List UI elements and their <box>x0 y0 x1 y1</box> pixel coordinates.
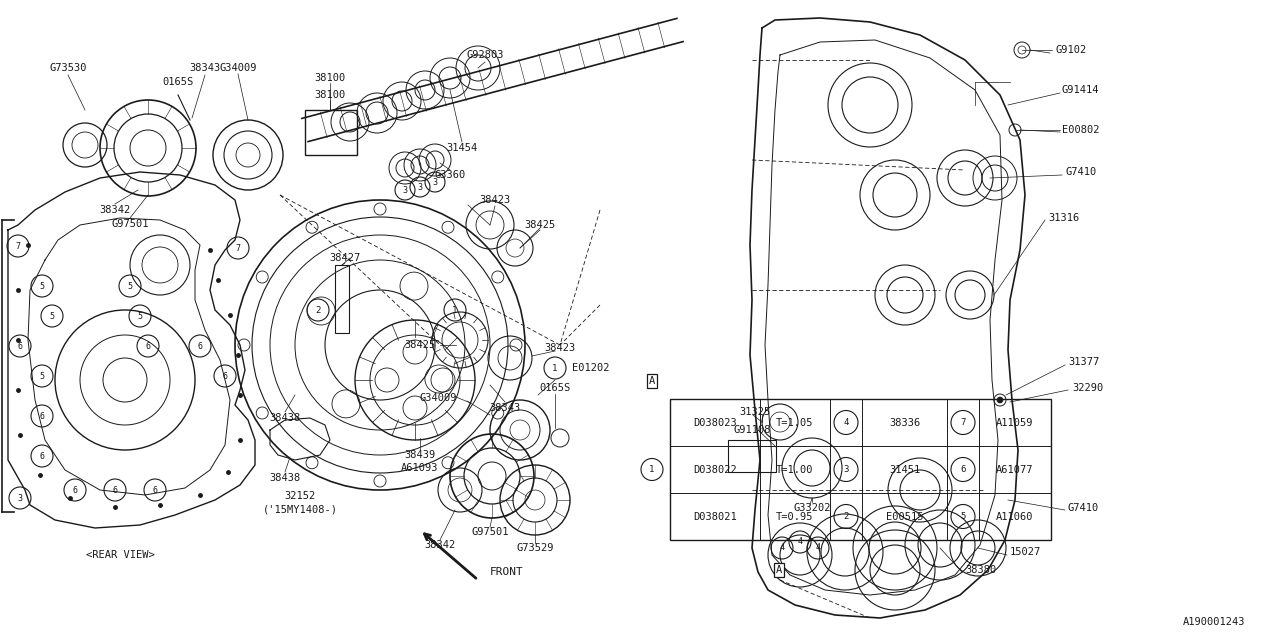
Text: A11060: A11060 <box>996 511 1034 522</box>
Text: G9102: G9102 <box>1055 45 1087 55</box>
Text: E01202: E01202 <box>572 363 609 373</box>
Text: 0165S: 0165S <box>539 383 571 393</box>
Text: 4: 4 <box>797 538 803 547</box>
Text: FRONT: FRONT <box>490 567 524 577</box>
Text: D038022: D038022 <box>694 465 737 474</box>
Text: 3: 3 <box>18 493 23 502</box>
Text: G91414: G91414 <box>1062 85 1100 95</box>
Text: 5: 5 <box>960 512 965 521</box>
Text: T=1.05: T=1.05 <box>776 417 814 428</box>
Text: G3360: G3360 <box>434 170 466 180</box>
Text: 31454: 31454 <box>447 143 477 153</box>
Text: 6: 6 <box>197 342 202 351</box>
Text: A190001243: A190001243 <box>1183 617 1245 627</box>
Text: 3: 3 <box>417 182 422 191</box>
Text: 4: 4 <box>780 543 785 552</box>
Text: 1: 1 <box>552 364 558 372</box>
Text: 32152: 32152 <box>284 491 316 501</box>
Text: 38427: 38427 <box>329 253 361 263</box>
Text: 38425: 38425 <box>525 220 556 230</box>
Text: ('15MY1408-): ('15MY1408-) <box>262 505 338 515</box>
Text: G7410: G7410 <box>1068 503 1100 513</box>
Text: 38439: 38439 <box>404 450 435 460</box>
Text: 15027: 15027 <box>1010 547 1041 557</box>
Bar <box>728 440 776 472</box>
Text: 38100: 38100 <box>315 90 346 100</box>
Text: 38380: 38380 <box>965 565 996 575</box>
Text: G91108: G91108 <box>733 425 771 435</box>
Text: 38438: 38438 <box>269 473 301 483</box>
Text: 38423: 38423 <box>480 195 511 205</box>
Text: 31377: 31377 <box>1068 357 1100 367</box>
Text: 5: 5 <box>40 282 45 291</box>
Bar <box>335 265 349 333</box>
Text: T=0.95: T=0.95 <box>776 511 814 522</box>
Text: G92803: G92803 <box>466 50 504 60</box>
Text: 38342: 38342 <box>425 540 456 550</box>
Text: 5: 5 <box>137 312 142 321</box>
Text: <REAR VIEW>: <REAR VIEW> <box>86 550 155 560</box>
Text: 3: 3 <box>844 465 849 474</box>
Text: A61093: A61093 <box>401 463 439 473</box>
Text: 6: 6 <box>146 342 151 351</box>
Text: 2: 2 <box>844 512 849 521</box>
Text: 5: 5 <box>128 282 133 291</box>
Text: 32290: 32290 <box>1073 383 1103 393</box>
Text: 1: 1 <box>452 305 458 314</box>
Text: 38423: 38423 <box>544 343 576 353</box>
Text: G97501: G97501 <box>471 527 508 537</box>
Text: G34009: G34009 <box>219 63 257 73</box>
Text: 6: 6 <box>113 486 118 495</box>
Text: 6: 6 <box>18 342 23 351</box>
Text: 31451: 31451 <box>888 465 920 474</box>
Text: 6: 6 <box>960 465 965 474</box>
Text: 3: 3 <box>402 186 407 195</box>
Text: 5: 5 <box>50 312 55 321</box>
Bar <box>305 110 357 155</box>
Text: 6: 6 <box>40 451 45 461</box>
Text: 4: 4 <box>815 543 820 552</box>
Text: 0165S: 0165S <box>163 77 193 87</box>
Text: G33202: G33202 <box>794 503 831 513</box>
Text: 38425: 38425 <box>404 340 435 350</box>
Text: 38438: 38438 <box>269 413 301 423</box>
Circle shape <box>997 397 1004 403</box>
Text: 31316: 31316 <box>1048 213 1079 223</box>
Text: 6: 6 <box>40 412 45 420</box>
Text: 6: 6 <box>152 486 157 495</box>
Text: G34009: G34009 <box>420 393 457 403</box>
Text: 4: 4 <box>844 418 849 427</box>
Text: T=1.00: T=1.00 <box>776 465 814 474</box>
Text: 38100: 38100 <box>315 73 346 83</box>
Text: 3: 3 <box>433 177 438 186</box>
Text: A: A <box>649 376 655 386</box>
Text: 1: 1 <box>649 465 654 474</box>
Text: E00802: E00802 <box>1062 125 1100 135</box>
Text: G7410: G7410 <box>1065 167 1096 177</box>
Text: 6: 6 <box>73 486 78 495</box>
Text: 2: 2 <box>315 305 321 314</box>
Text: 7: 7 <box>236 243 241 253</box>
Text: 38343: 38343 <box>489 403 521 413</box>
Text: A61077: A61077 <box>996 465 1034 474</box>
Text: E00515: E00515 <box>886 511 923 522</box>
Text: G73530: G73530 <box>49 63 87 73</box>
Text: G97501: G97501 <box>111 219 148 229</box>
Text: 5: 5 <box>40 371 45 381</box>
Text: G73529: G73529 <box>516 543 554 553</box>
Text: 6: 6 <box>223 371 228 381</box>
Text: 38342: 38342 <box>100 205 131 215</box>
Text: 7: 7 <box>15 241 20 250</box>
Text: 38343: 38343 <box>189 63 220 73</box>
Text: D038021: D038021 <box>694 511 737 522</box>
Text: A: A <box>776 565 782 575</box>
Text: D038023: D038023 <box>694 417 737 428</box>
Text: A11059: A11059 <box>996 417 1034 428</box>
Text: 38336: 38336 <box>888 417 920 428</box>
Text: 31325: 31325 <box>740 407 771 417</box>
Text: 7: 7 <box>960 418 965 427</box>
Bar <box>669 399 1051 540</box>
